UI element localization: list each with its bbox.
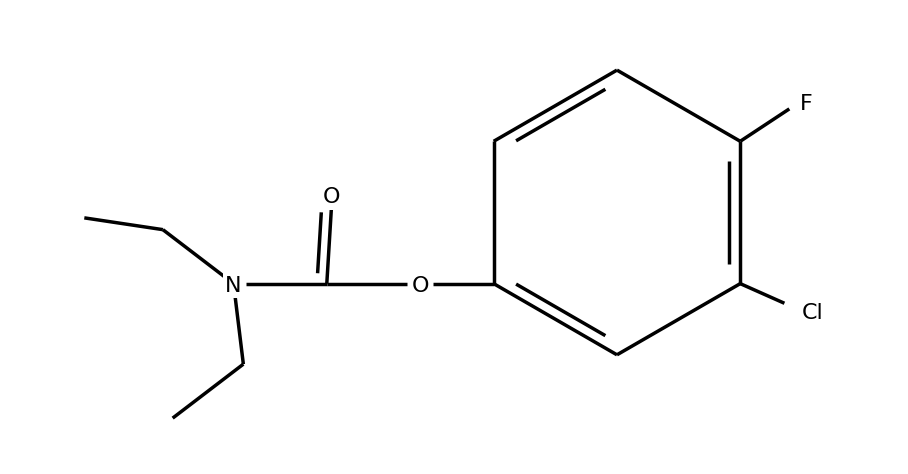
Text: F: F: [800, 94, 813, 114]
Text: N: N: [225, 276, 242, 296]
Text: O: O: [411, 276, 429, 296]
Text: O: O: [323, 187, 340, 207]
Text: Cl: Cl: [802, 303, 824, 323]
